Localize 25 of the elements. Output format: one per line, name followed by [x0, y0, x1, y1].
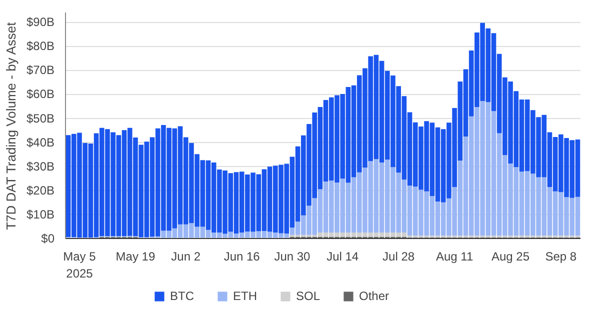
x-tick-label: May 5 2025 [63, 250, 96, 280]
legend-label: BTC [170, 289, 194, 303]
legend-label: Other [359, 289, 390, 303]
y-tick-label: $40B [26, 135, 55, 150]
y-tick-label: $90B [26, 15, 55, 30]
x-tick-label: Jun 2 [171, 250, 201, 264]
y-axis-title: T7D DAT Trading Volume - by Asset [3, 22, 18, 230]
y-tick-label: $0 [41, 232, 55, 246]
y-tick-label: $80B [26, 39, 55, 54]
y-tick-label: $30B [26, 159, 55, 174]
y-tick-label: $10B [26, 207, 55, 222]
y-tick-label: $70B [26, 63, 55, 78]
x-tick-label: May 19 [116, 250, 156, 264]
y-tick-label: $20B [26, 183, 55, 198]
x-tick-label: Jul 28 [382, 250, 415, 264]
y-tick-label: $60B [26, 87, 55, 102]
x-tick-label: Aug 25 [492, 250, 530, 264]
x-tick-label: Jun 30 [274, 250, 311, 264]
x-tick-label: Aug 11 [436, 250, 474, 264]
x-tick-label: Sep 8 [545, 250, 577, 264]
x-tick-label: Jul 14 [326, 250, 359, 264]
legend-label: SOL [296, 289, 320, 303]
y-tick-label: $50B [26, 111, 55, 126]
x-tick-label: Jun 16 [224, 250, 260, 264]
legend-label: ETH [232, 289, 257, 303]
